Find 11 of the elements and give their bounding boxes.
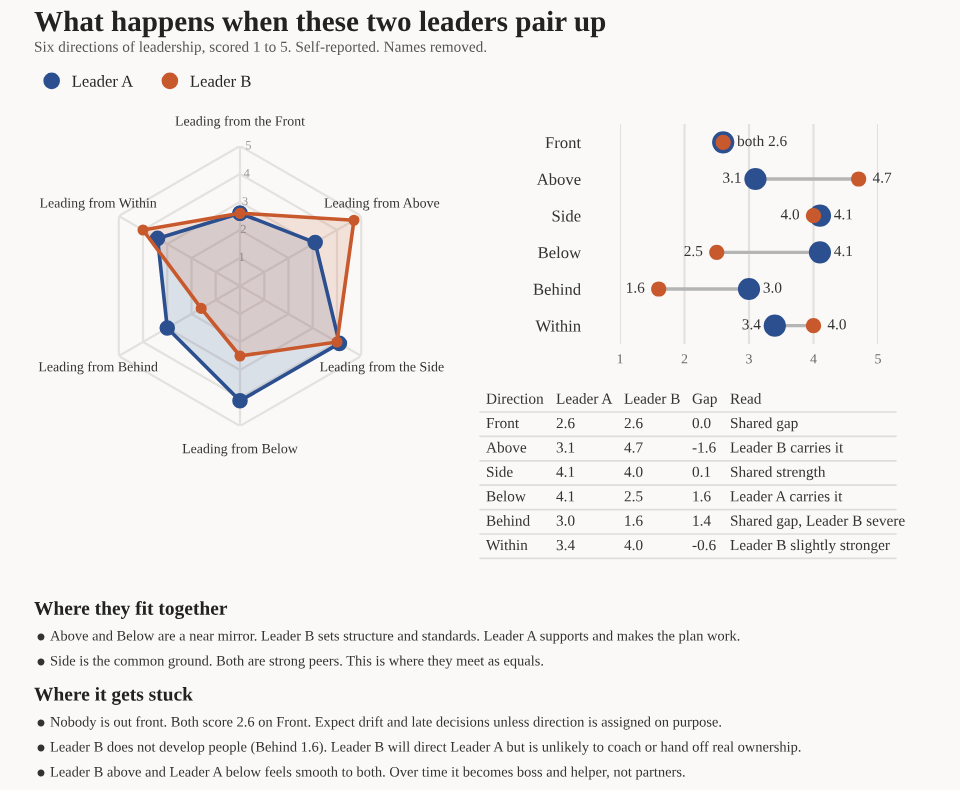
legend-label: Leader A xyxy=(72,75,134,87)
y-tick-label: Front xyxy=(545,137,582,149)
legend-label: Leader B xyxy=(190,75,251,87)
text: Where it gets stuck xyxy=(34,687,193,705)
chart-title: What happens when these two leaders pair up xyxy=(34,10,606,38)
y-tick-label: Behind xyxy=(533,283,581,295)
y-tick-label: Below xyxy=(538,246,582,259)
text: Where they fit together xyxy=(34,601,228,619)
y-tick-label: Side xyxy=(552,209,581,222)
y-tick-label: Within xyxy=(535,319,581,332)
y-tick-label: Above xyxy=(536,173,581,185)
